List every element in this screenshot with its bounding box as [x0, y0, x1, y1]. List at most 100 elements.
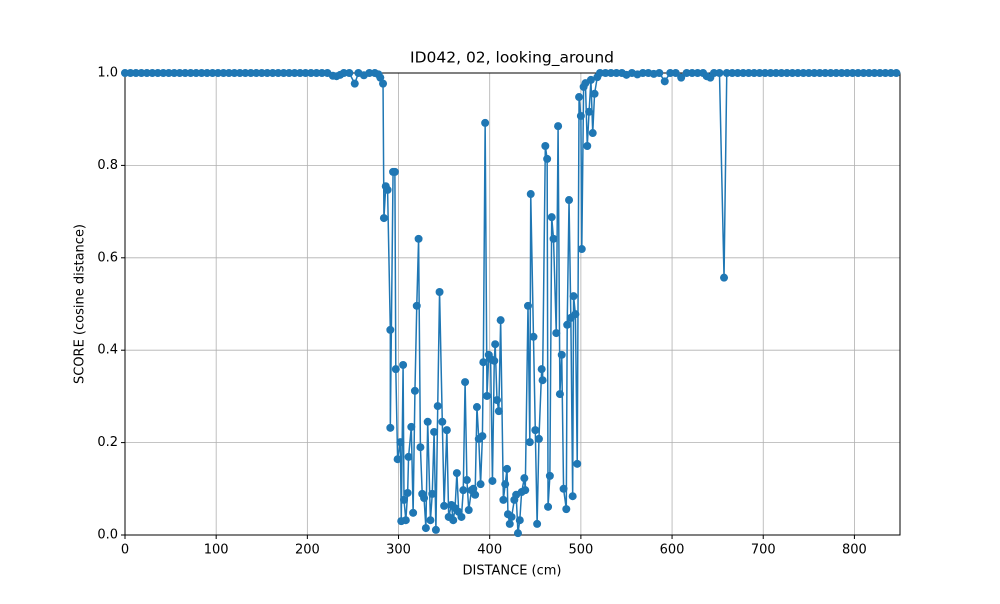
data-point [488, 476, 497, 485]
y-tick-label: 0.0 [97, 528, 118, 543]
y-tick-label: 0.8 [97, 158, 118, 173]
data-point [442, 426, 451, 435]
data-point [192, 69, 201, 77]
data-point [755, 69, 764, 77]
data-point [159, 69, 168, 77]
data-point [543, 154, 552, 163]
data-point [379, 79, 388, 88]
data-point [660, 77, 669, 86]
data-point [339, 69, 348, 77]
data-point [393, 455, 402, 464]
data-point [552, 329, 561, 338]
data-point [739, 69, 748, 77]
data-point [596, 69, 605, 77]
data-point [826, 69, 835, 77]
data-point [547, 213, 556, 222]
data-point [666, 69, 675, 77]
data-point [526, 190, 535, 199]
data-point [772, 69, 780, 77]
data-point [399, 360, 408, 369]
data-point [513, 529, 522, 538]
data-point [478, 432, 487, 441]
data-point [549, 234, 558, 243]
data-point [423, 417, 432, 426]
data-point [403, 488, 412, 497]
data-point [203, 69, 212, 77]
data-point [428, 489, 437, 498]
data-point [230, 69, 239, 77]
data-point [274, 69, 283, 77]
data-point [301, 69, 310, 77]
data-point [859, 69, 868, 77]
data-point [606, 69, 615, 77]
data-point [804, 69, 813, 77]
data-point [469, 484, 478, 493]
y-tick-label: 0.4 [97, 343, 118, 358]
data-point [246, 69, 255, 77]
x-tick-label: 700 [751, 543, 776, 558]
data-point [449, 516, 458, 525]
data-point [569, 292, 578, 301]
data-point [848, 69, 857, 77]
data-point [421, 524, 430, 533]
data-point [407, 422, 416, 431]
data-point [431, 525, 440, 534]
data-point [386, 423, 395, 432]
data-point [420, 494, 429, 503]
data-point [750, 69, 759, 77]
data-point [854, 69, 863, 77]
data-point [777, 69, 786, 77]
x-tick-label: 800 [842, 543, 867, 558]
data-point [263, 69, 272, 77]
data-point [391, 365, 400, 374]
data-point [426, 516, 435, 525]
data-point [788, 69, 797, 77]
data-point [404, 452, 413, 461]
data-point [583, 141, 592, 150]
data-point [235, 69, 244, 77]
data-point [682, 69, 691, 77]
y-tick-label: 1.0 [97, 66, 118, 81]
data-point [175, 69, 184, 77]
data-point [479, 358, 488, 367]
data-point [571, 310, 580, 319]
data-point [832, 69, 841, 77]
data-point [843, 69, 852, 77]
data-point [433, 402, 442, 411]
data-point [121, 69, 129, 77]
data-point [586, 75, 595, 84]
data-point [525, 438, 534, 447]
data-point [396, 438, 405, 447]
x-tick-label: 500 [568, 543, 593, 558]
data-point [279, 69, 288, 77]
y-tick-label: 0.2 [97, 435, 118, 450]
data-point [482, 391, 491, 400]
data-point [601, 69, 610, 77]
data-point [379, 214, 388, 223]
data-point [137, 69, 146, 77]
data-point [557, 350, 566, 359]
data-point [164, 69, 173, 77]
data-point [761, 69, 770, 77]
x-tick-label: 100 [204, 543, 229, 558]
data-point [153, 69, 162, 77]
y-axis-label: SCORE (cosine distance) [73, 224, 88, 384]
data-point [464, 506, 473, 515]
data-point [815, 69, 824, 77]
data-point [142, 69, 151, 77]
data-point [457, 512, 466, 521]
data-point [499, 495, 508, 504]
data-point [390, 167, 399, 176]
data-point [537, 365, 546, 374]
data-point [430, 427, 439, 436]
data-point [494, 407, 503, 416]
data-point [521, 486, 530, 495]
data-point [438, 417, 447, 426]
data-point [585, 107, 594, 116]
data-point [766, 69, 775, 77]
data-point [410, 386, 419, 395]
data-point [531, 426, 540, 435]
data-point [793, 69, 802, 77]
data-point [241, 69, 250, 77]
data-point [576, 111, 585, 120]
